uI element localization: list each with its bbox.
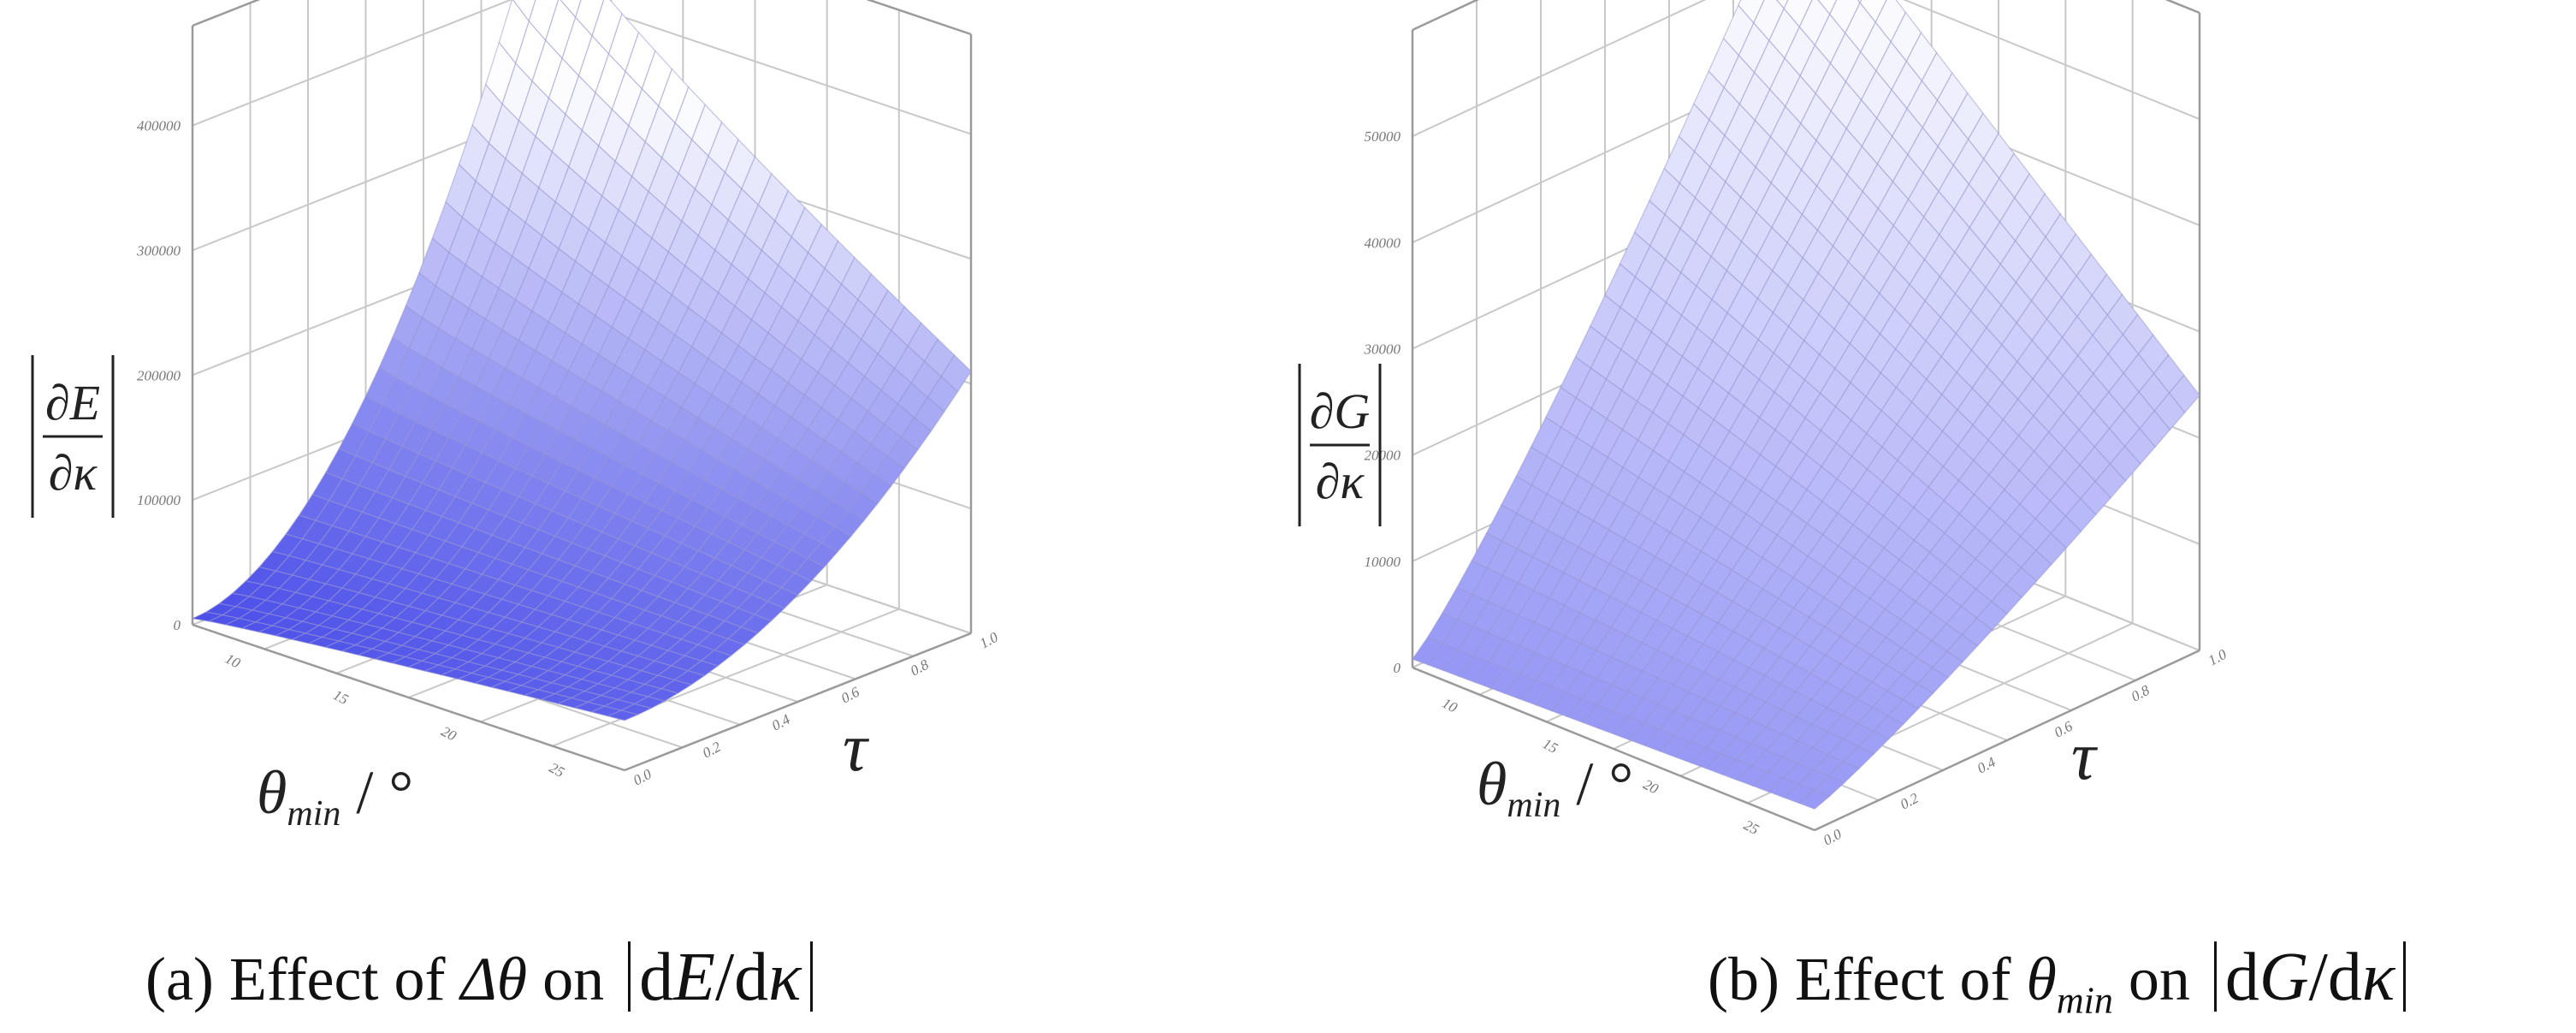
box-edge <box>1814 649 2200 832</box>
x-title-sub: min <box>1507 786 1560 825</box>
z-title-num: ∂E <box>45 375 100 430</box>
caption-b-den: κ <box>2361 940 2395 1015</box>
x-tick-label: 25 <box>547 759 567 781</box>
caption-b-bar-right <box>2403 941 2407 1012</box>
z-tick-label: 20000 <box>1365 448 1401 464</box>
y-tick-label: 0.8 <box>908 656 932 680</box>
y-tick-label: 0.0 <box>631 766 654 789</box>
y-tick-label: 0.8 <box>2129 682 2153 705</box>
caption-b-prefix: (b) Effect of <box>1708 945 2027 1013</box>
caption-b: (b) Effect of θmin on dG/dκ <box>1708 941 2414 1019</box>
y-tick-label: 0.2 <box>700 739 724 762</box>
box-edge <box>192 0 261 27</box>
y-axis-title-b: τ <box>2071 719 2099 794</box>
y-tick-label: 1.0 <box>2206 646 2230 669</box>
y-tick-label: 0.2 <box>1898 790 1922 813</box>
caption-b-var: θmin <box>2026 945 2113 1022</box>
surface-cell <box>606 709 640 721</box>
z-tick-label: 300000 <box>136 243 181 259</box>
x-tick-label: 25 <box>1741 816 1762 838</box>
caption-b-mid: on <box>2112 945 2206 1013</box>
z-tick-label: 100000 <box>137 492 181 508</box>
z-tick-label: 0 <box>1394 660 1401 676</box>
surface-plot-a: 0 100000 200000 300000 400000 10 15 20 25 0.0 0.2 0… <box>31 0 1001 834</box>
x-tick-label: 20 <box>1641 776 1661 798</box>
caption-b-bar-left <box>2213 941 2217 1012</box>
caption-a-mid: on <box>527 945 620 1013</box>
box-edge <box>624 632 972 772</box>
box-edge <box>866 0 972 36</box>
y-tick-label: 0.4 <box>1975 754 1999 777</box>
z-axis-title-b: ∂G ∂κ <box>1298 364 1382 526</box>
surface-mesh-b <box>1412 0 2200 810</box>
caption-a: (a) Effect of Δθ on dE/dκ <box>145 941 821 1012</box>
z-tick-label: 10000 <box>1365 554 1401 570</box>
box-edge <box>192 623 625 772</box>
x-axis-title-a: θmin / ° <box>257 758 413 834</box>
x-tick-label: 15 <box>1540 735 1560 757</box>
z-tick-label: 0 <box>174 617 181 633</box>
y-axis-title-a: τ <box>843 710 870 786</box>
y-tick-label: 0.6 <box>838 684 862 707</box>
z-tick-label: 40000 <box>1365 235 1401 251</box>
x-title-sym: θ <box>1477 750 1507 818</box>
z-title-num: ∂G <box>1310 383 1371 439</box>
z-tick-label: 30000 <box>1364 341 1401 358</box>
y-tick-label: 1.0 <box>977 629 1001 652</box>
x-tick-label: 10 <box>222 650 243 672</box>
z-tick-label: 200000 <box>137 367 181 383</box>
caption-b-d1: d <box>2224 940 2259 1015</box>
z-tick-label: 50000 <box>1365 128 1401 145</box>
box-edge <box>1412 666 1815 832</box>
chart-panel-a: 0 100000 200000 300000 400000 10 15 20 25 0.0 0.2 0… <box>31 0 1001 1012</box>
surface-cell <box>1797 789 1831 810</box>
surface-plot-b: 0 10000 20000 30000 40000 50000 10 15 20 25 0.0 0.2… <box>1298 0 2230 849</box>
z-title-den: ∂κ <box>49 445 98 501</box>
caption-a-den: κ <box>768 940 802 1015</box>
caption-a-prefix: (a) Effect of <box>145 945 461 1013</box>
x-tick-label: 15 <box>330 686 351 708</box>
caption-a-bar-right <box>809 941 813 1012</box>
surface-mesh-a <box>191 0 972 721</box>
caption-b-num: G <box>2259 940 2309 1015</box>
z-title-den: ∂κ <box>1316 454 1365 509</box>
x-title-sub: min <box>287 794 341 834</box>
x-tick-label: 20 <box>439 723 459 745</box>
caption-a-bar-left <box>628 941 631 1012</box>
x-title-sym: θ <box>257 758 287 827</box>
caption-a-var: Δθ <box>460 945 528 1013</box>
chart-panel-b: 0 10000 20000 30000 40000 50000 10 15 20 25 0.0 0.2… <box>1288 0 2576 1033</box>
y-tick-label: 0.4 <box>769 711 793 734</box>
caption-a-d1: d <box>639 940 674 1015</box>
caption-a-num: E <box>673 940 715 1015</box>
x-tick-label: 10 <box>1440 695 1460 716</box>
caption-a-slash: /d <box>714 940 769 1015</box>
z-axis-title-a: ∂E ∂κ <box>31 355 115 518</box>
y-tick-label: 0.0 <box>1821 826 1845 849</box>
z-tick-label: 400000 <box>137 118 181 134</box>
x-axis-title-b: θmin / ° <box>1477 750 1633 825</box>
x-title-unit: / ° <box>1560 750 1633 818</box>
x-title-unit: / ° <box>341 758 413 827</box>
caption-b-slash: /d <box>2308 940 2362 1015</box>
